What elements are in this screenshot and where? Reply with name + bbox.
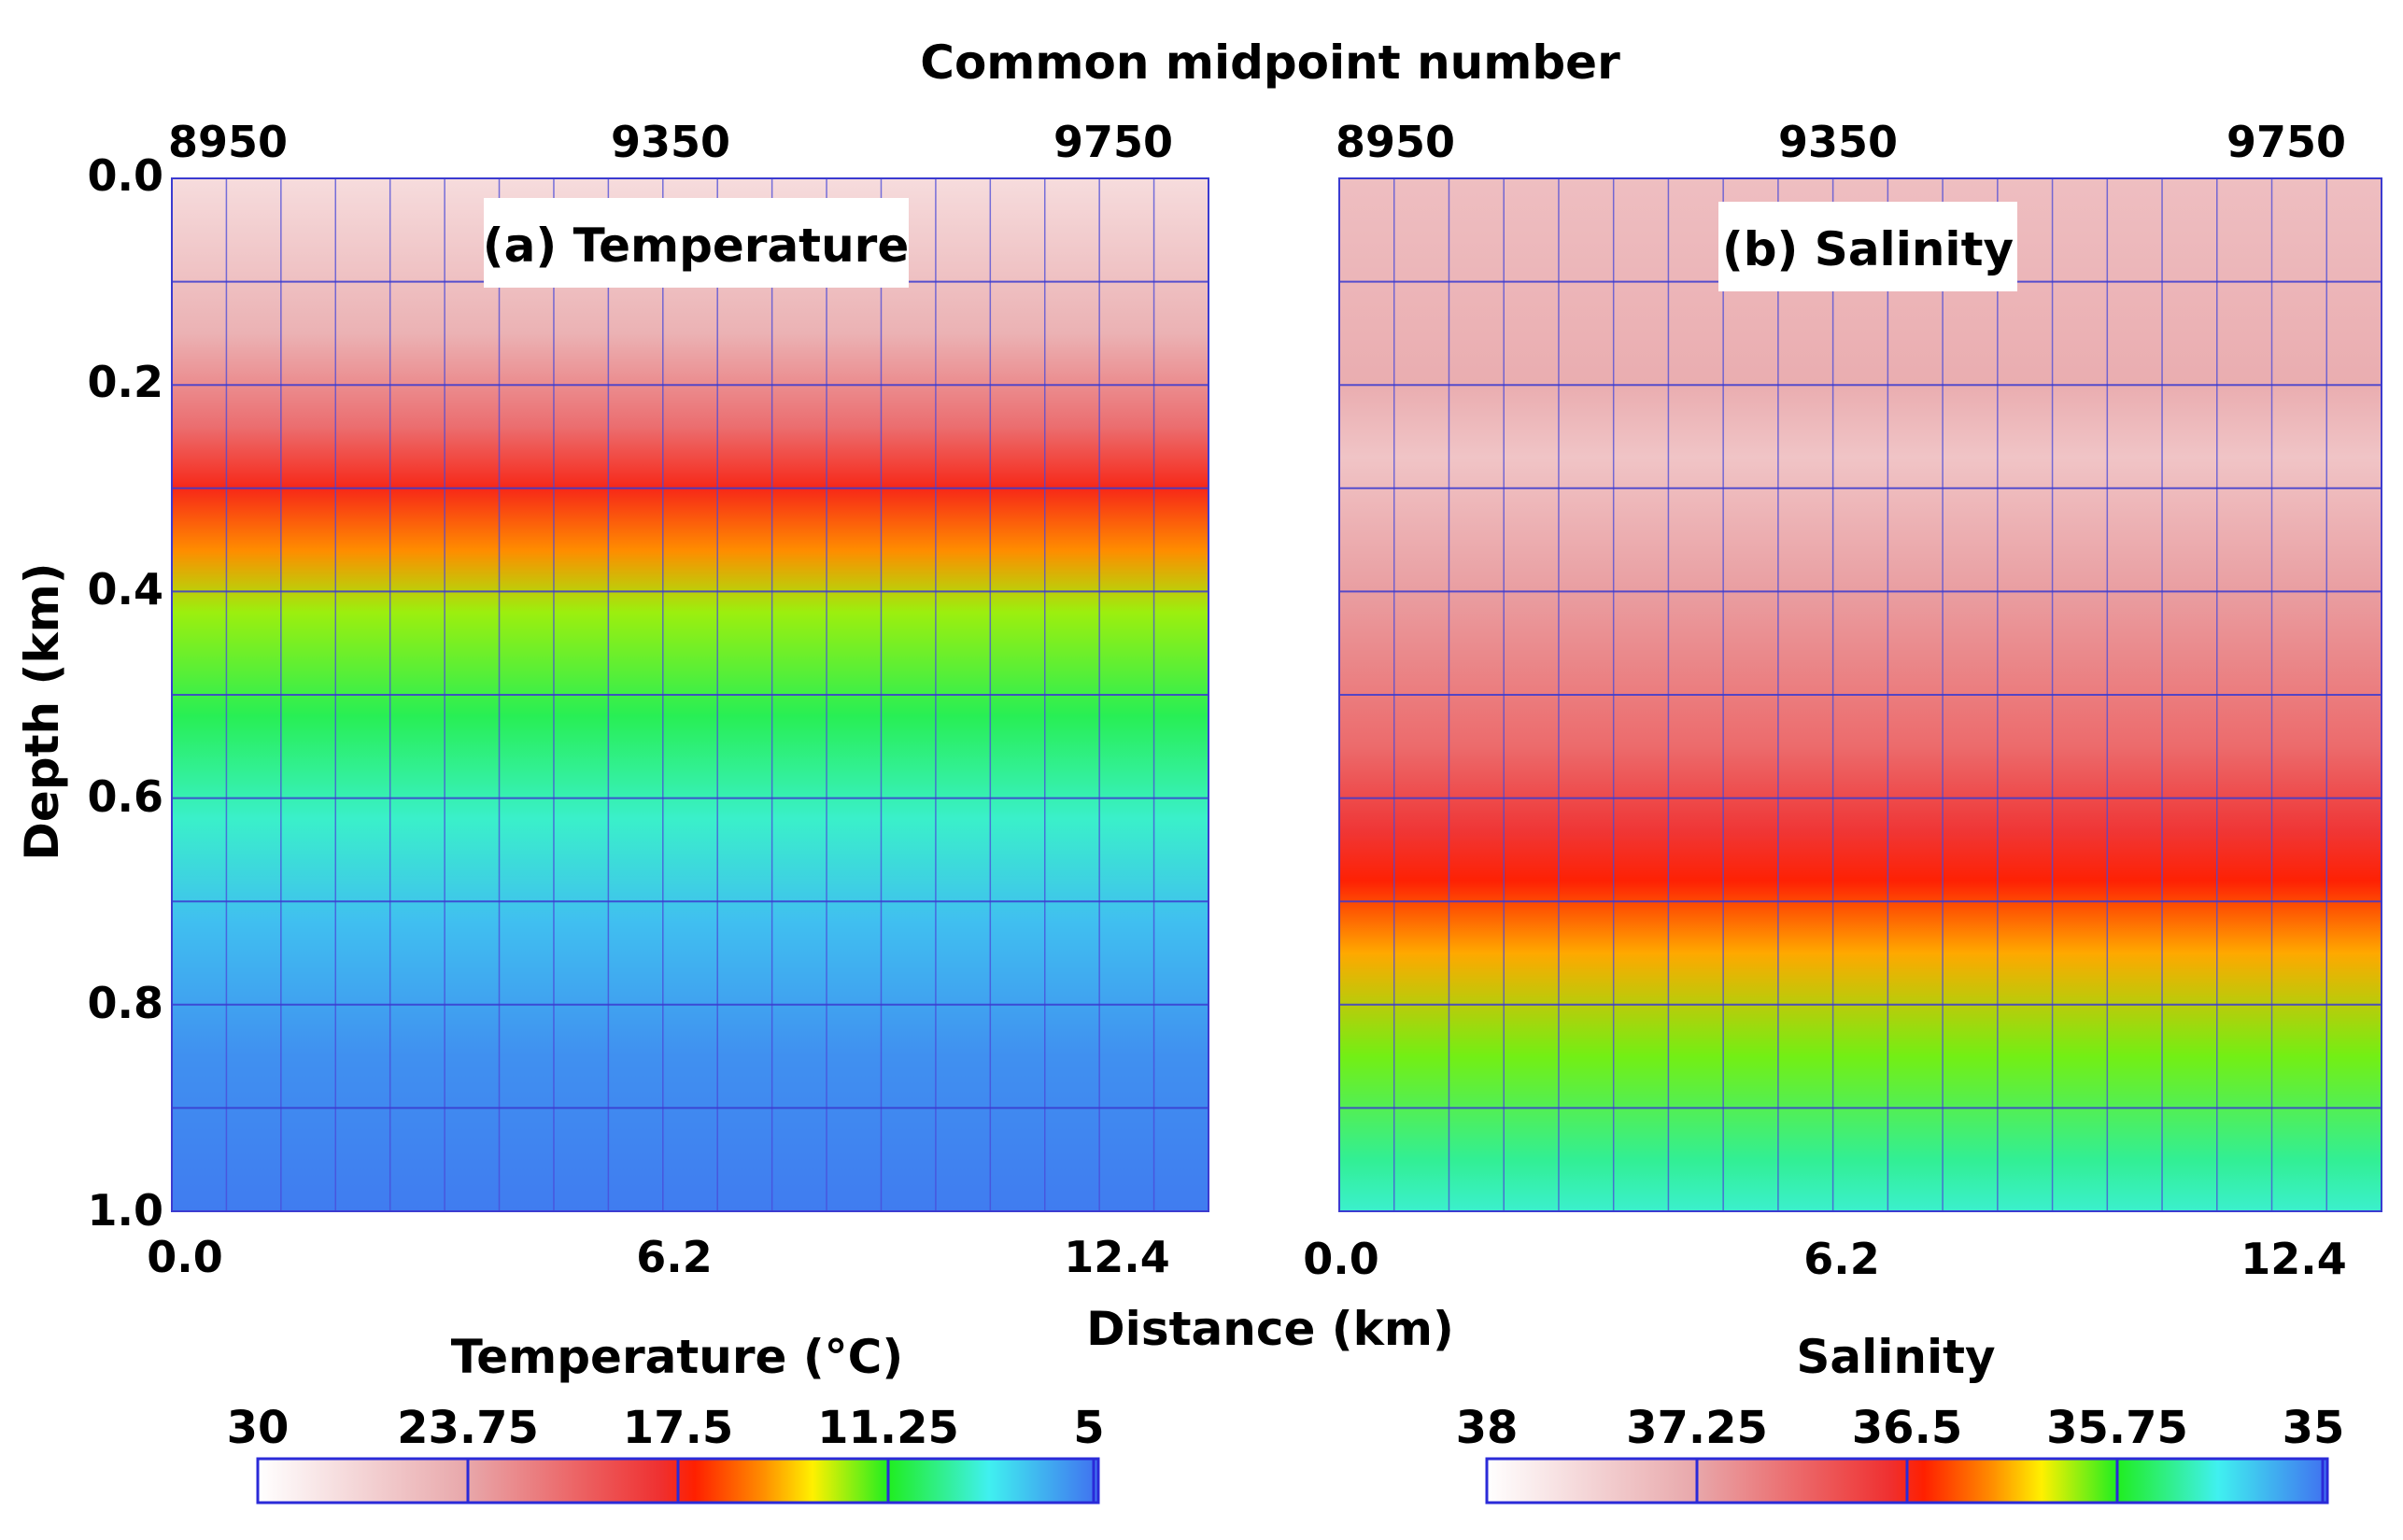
- colorbar-tick-label: 35: [2283, 1402, 2345, 1454]
- panel-salinity: (b) Salinity 8950 9350 9750 0.0 6.2 12.4: [1303, 117, 2382, 1284]
- colorbar-tick-label: 38: [1456, 1402, 1519, 1454]
- panel-label-box: [1718, 202, 2017, 291]
- cmp-tick-label: 9750: [1053, 117, 1173, 167]
- y-tick-label: 0.0: [88, 150, 164, 201]
- colorbar-title: Temperature (°C): [451, 1330, 903, 1384]
- cmp-tick-label: 8950: [168, 117, 288, 167]
- panel-frame: [1338, 177, 2382, 1212]
- colorbar-tick-label: 30: [227, 1402, 290, 1454]
- y-tick-label: 1.0: [88, 1185, 164, 1236]
- colorbar-tick-label: 11.25: [817, 1402, 959, 1454]
- y-tick-label: 0.8: [88, 978, 164, 1028]
- y-tick-label: 0.6: [88, 771, 164, 822]
- figure-title: Common midpoint number: [920, 35, 1620, 90]
- colorbar-tick-label: 35.75: [2046, 1402, 2188, 1454]
- y-ticks: 0.0 0.2 0.4 0.6 0.8 1.0: [88, 150, 164, 1236]
- colorbar-tick-label: 5: [1073, 1402, 1104, 1454]
- panel-grid: [1339, 178, 2382, 1211]
- panel-label: (b) Salinity: [1722, 222, 2014, 276]
- colorbar-tick-label: 23.75: [397, 1402, 539, 1454]
- x-tick-label: 6.2: [636, 1232, 713, 1282]
- x-tick-label: 0.0: [147, 1232, 223, 1282]
- colorbar-tick-label: 36.5: [1852, 1402, 1962, 1454]
- colorbar-temperature: Temperature (°C) 30 23.75 17.5 11.25 5: [227, 1330, 1105, 1505]
- x-tick-label: 12.4: [1064, 1232, 1170, 1282]
- colorbar-salinity: Salinity 38 37.25 36.5 35.75 35: [1456, 1330, 2345, 1505]
- y-tick-label: 0.4: [88, 564, 164, 615]
- cmp-tick-label: 8950: [1336, 117, 1455, 167]
- colorbar-tick-label: 17.5: [623, 1402, 733, 1454]
- cmp-tick-label: 9350: [611, 117, 730, 167]
- cmp-tick-label: 9350: [1778, 117, 1898, 167]
- cmp-tick-label: 9750: [2226, 117, 2346, 167]
- x-tick-label: 6.2: [1803, 1234, 1880, 1284]
- panel-label: (a) Temperature: [483, 219, 910, 273]
- panel-frame: [171, 177, 1209, 1212]
- x-axis-label: Distance (km): [1086, 1302, 1454, 1356]
- colorbar-tick-label: 37.25: [1626, 1402, 1768, 1454]
- x-tick-label: 0.0: [1303, 1234, 1379, 1284]
- panel-temperature: (a) Temperature 8950 9350 9750 0.0 6.2 1…: [147, 117, 1209, 1282]
- y-tick-label: 0.2: [88, 357, 164, 407]
- y-axis-label: Depth (km): [15, 562, 69, 860]
- panel-grid: [172, 178, 1209, 1211]
- colorbar-title: Salinity: [1796, 1330, 1995, 1384]
- x-tick-label: 12.4: [2240, 1234, 2347, 1284]
- panel-label-box: [484, 198, 909, 288]
